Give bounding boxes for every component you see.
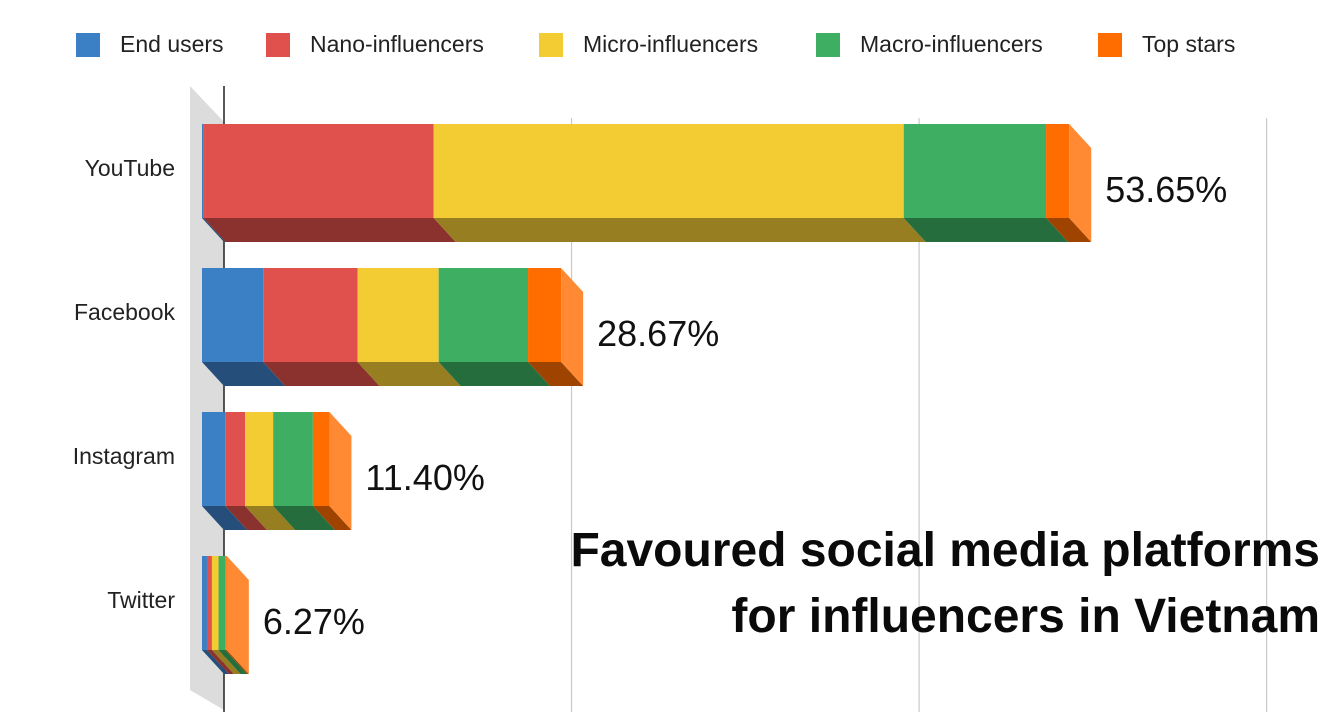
bar-segment-bottom	[202, 362, 286, 386]
category-label: Instagram	[73, 443, 175, 469]
bar-segment	[263, 268, 358, 362]
legend-swatch	[1098, 33, 1122, 57]
bar-end-cap	[1069, 124, 1092, 242]
chart-side-wall	[190, 86, 224, 710]
legend-label: Macro-influencers	[860, 31, 1043, 57]
bar-segment	[245, 412, 274, 506]
bar-segment	[202, 124, 204, 218]
bar-segment-bottom	[433, 218, 926, 242]
bar-segment-bottom	[202, 506, 248, 530]
bar-segment-bottom	[203, 218, 456, 242]
category-label: YouTube	[85, 155, 175, 181]
grid-layer	[190, 86, 1268, 712]
bar-segment	[1046, 124, 1070, 218]
bar-segment-bottom	[528, 362, 584, 386]
legend-swatch	[539, 33, 563, 57]
bar-segment	[433, 124, 904, 218]
total-labels: 53.65% 28.67% 11.40% 6.27%	[263, 169, 1228, 642]
category-labels: YouTube Facebook Instagram Twitter	[73, 155, 176, 613]
bar-segment	[225, 556, 227, 650]
bar-segment-bottom	[357, 362, 461, 386]
total-value-label: 6.27%	[263, 601, 365, 642]
bar-segment-bottom	[202, 650, 229, 674]
bar-segment-bottom	[225, 650, 249, 674]
bar-segment-bottom	[273, 506, 335, 530]
bar-segment-bottom	[202, 218, 226, 242]
legend-label: Nano-influencers	[310, 31, 484, 57]
legend-swatch	[266, 33, 290, 57]
bar-end-cap	[226, 556, 249, 674]
bar-segment-bottom	[438, 362, 551, 386]
total-value-label: 53.65%	[1105, 169, 1227, 210]
legend-label: Micro-influencers	[583, 31, 758, 57]
bar-segment-bottom	[218, 650, 248, 674]
bar-segment-bottom	[245, 506, 296, 530]
bar-segment-bottom	[903, 218, 1069, 242]
chart-title: Favoured social media platforms for infl…	[570, 524, 1320, 643]
bar-end-cap	[329, 412, 352, 530]
bar-segment	[206, 556, 212, 650]
legend-label: End users	[120, 31, 224, 57]
title-line-2: for influencers in Vietnam	[731, 590, 1320, 643]
bar-segment-bottom	[211, 650, 241, 674]
bar-segment-bottom	[263, 362, 380, 386]
bar-segment-bottom	[206, 650, 234, 674]
bar-segment	[903, 124, 1047, 218]
bar-segment	[225, 412, 246, 506]
category-label: Twitter	[107, 587, 175, 613]
bars-layer	[202, 124, 1092, 674]
bar-end-cap	[561, 268, 584, 386]
bar-segment	[211, 556, 219, 650]
bar-segment	[438, 268, 529, 362]
bar-segment-bottom	[225, 506, 268, 530]
bar-segment	[528, 268, 562, 362]
bar-segment	[357, 268, 439, 362]
total-value-label: 28.67%	[597, 313, 719, 354]
bar-segment	[202, 268, 264, 362]
title-line-1: Favoured social media platforms	[570, 524, 1320, 577]
bar-segment-bottom	[1046, 218, 1092, 242]
bar-segment	[273, 412, 313, 506]
bar-segment	[218, 556, 226, 650]
category-label: Facebook	[74, 299, 176, 325]
legend-swatch	[76, 33, 100, 57]
bar-segment	[202, 556, 207, 650]
legend-label: Top stars	[1142, 31, 1235, 57]
bar-segment-bottom	[312, 506, 352, 530]
bar-segment	[312, 412, 330, 506]
bar-segment	[203, 124, 434, 218]
bar-segment	[202, 412, 226, 506]
total-value-label: 11.40%	[365, 457, 484, 498]
legend: End users Nano-influencers Micro-influence…	[76, 31, 1235, 57]
legend-swatch	[816, 33, 840, 57]
